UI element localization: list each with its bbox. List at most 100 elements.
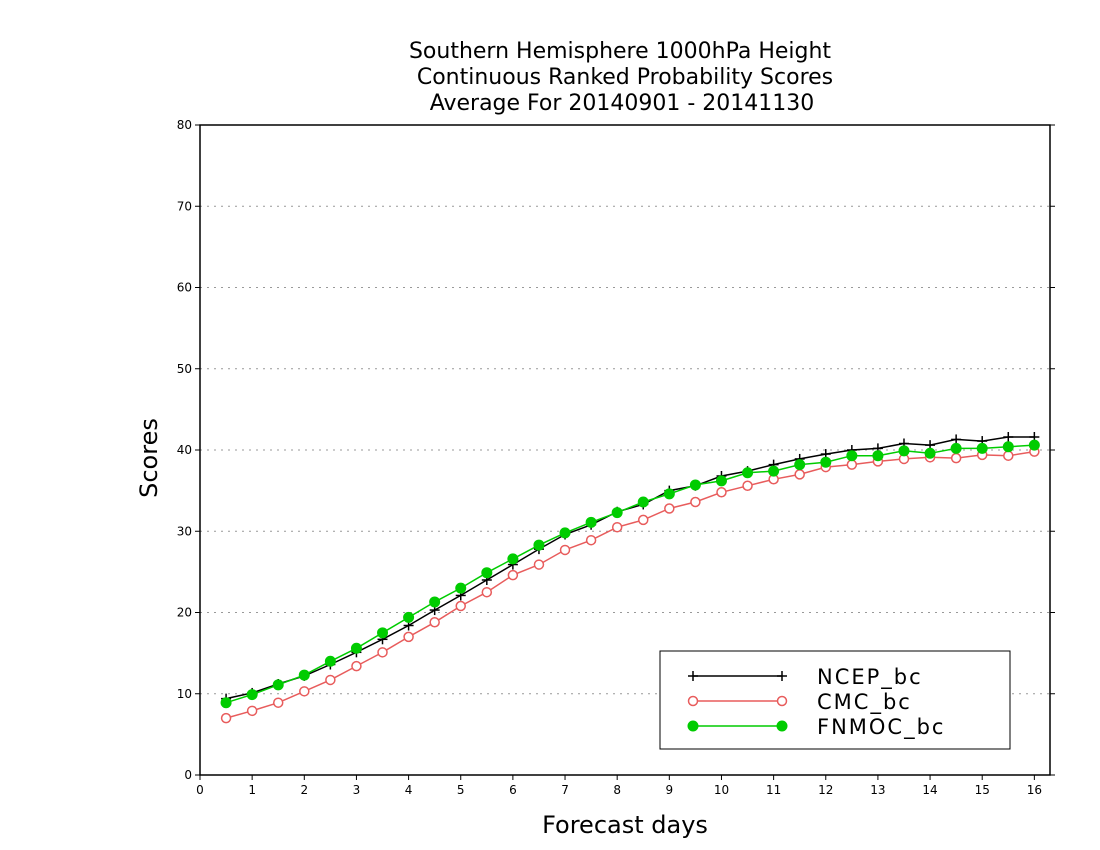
- x-tick-label: 0: [196, 783, 204, 797]
- x-tick-label: 7: [561, 783, 569, 797]
- legend-item-CMC_bc: CMC_bc: [687, 690, 912, 715]
- data-point-FNMOC_bc: [403, 611, 415, 623]
- data-point-CMC_bc: [794, 469, 805, 480]
- x-tick-label: 11: [766, 783, 781, 797]
- y-tick-label: 60: [177, 281, 192, 295]
- y-tick-label: 0: [184, 768, 192, 782]
- data-point-FNMOC_bc: [715, 475, 727, 487]
- data-point-FNMOC_bc: [350, 642, 362, 654]
- data-point-CMC_bc: [950, 452, 962, 464]
- data-point-FNMOC_bc: [272, 679, 284, 691]
- title-line-3: Average For 20140901 - 20141130: [430, 91, 815, 116]
- data-point-FNMOC_bc: [1028, 439, 1040, 451]
- series-layer: [220, 432, 1040, 724]
- data-point-FNMOC_bc: [872, 450, 884, 462]
- data-point-NCEP_bc: [1003, 432, 1014, 442]
- data-point-CMC_bc: [507, 569, 519, 581]
- data-point-NCEP_bc: [951, 434, 962, 445]
- data-point-FNMOC_bc: [429, 596, 441, 608]
- data-point-FNMOC_bc: [898, 445, 910, 457]
- data-point-CMC_bc: [664, 503, 675, 514]
- data-point-FNMOC_bc: [950, 442, 962, 454]
- legend-marker-start: [687, 695, 699, 707]
- data-point-CMC_bc: [481, 586, 493, 598]
- legend-marker-end: [776, 695, 788, 707]
- data-point-FNMOC_bc: [742, 467, 754, 479]
- legend-label: CMC_bc: [817, 690, 912, 715]
- data-point-FNMOC_bc: [846, 450, 858, 462]
- title-line-2: Continuous Ranked Probability Scores: [417, 65, 833, 90]
- data-point-CMC_bc: [299, 686, 310, 697]
- data-point-FNMOC_bc: [533, 539, 545, 551]
- x-tick-label: 8: [613, 783, 621, 797]
- series-CMC_bc: [220, 446, 1040, 724]
- x-tick-label: 2: [300, 783, 308, 797]
- legend-marker-start: [687, 720, 699, 732]
- title-line-1: Southern Hemisphere 1000hPa Height: [409, 39, 831, 64]
- data-point-CMC_bc: [690, 496, 701, 508]
- data-point-CMC_bc: [559, 544, 571, 556]
- data-point-FNMOC_bc: [585, 516, 597, 528]
- data-point-CMC_bc: [220, 712, 232, 724]
- data-point-CMC_bc: [429, 617, 440, 628]
- y-tick-label: 30: [177, 524, 192, 538]
- data-point-FNMOC_bc: [559, 527, 571, 539]
- data-point-CMC_bc: [325, 674, 336, 686]
- legend-label: FNMOC_bc: [817, 715, 945, 740]
- x-tick-label: 6: [509, 783, 517, 797]
- legend-box: [659, 650, 1011, 750]
- y-tick-label: 50: [177, 362, 192, 376]
- data-point-FNMOC_bc: [768, 465, 780, 477]
- gridlines: [200, 205, 1050, 695]
- data-point-FNMOC_bc: [481, 567, 493, 579]
- legend-label: NCEP_bc: [817, 665, 923, 690]
- data-point-FNMOC_bc: [455, 582, 467, 594]
- legend-item-NCEP_bc: NCEP_bc: [688, 665, 923, 690]
- x-tick-label: 14: [922, 783, 937, 797]
- data-point-FNMOC_bc: [377, 627, 389, 639]
- data-point-CMC_bc: [611, 521, 623, 533]
- data-point-FNMOC_bc: [794, 459, 806, 471]
- data-point-CMC_bc: [1003, 450, 1014, 461]
- y-tick-label: 10: [177, 687, 192, 701]
- y-tick-label: 70: [177, 199, 192, 213]
- x-tick-label: 10: [714, 783, 729, 797]
- data-point-CMC_bc: [377, 647, 388, 658]
- data-point-FNMOC_bc: [820, 456, 832, 468]
- legend-marker-end: [776, 720, 788, 732]
- chart-title: Southern Hemisphere 1000hPa Height Conti…: [409, 39, 833, 116]
- data-point-CMC_bc: [846, 459, 858, 470]
- data-point-FNMOC_bc: [611, 507, 623, 519]
- data-point-CMC_bc: [585, 534, 597, 546]
- x-tick-label: 4: [405, 783, 413, 797]
- data-point-CMC_bc: [272, 697, 284, 708]
- data-point-FNMOC_bc: [298, 669, 310, 681]
- data-point-FNMOC_bc: [689, 479, 701, 491]
- x-tick-label: 13: [870, 783, 885, 797]
- data-point-CMC_bc: [716, 487, 727, 498]
- data-point-CMC_bc: [638, 514, 649, 526]
- x-tick-label: 1: [248, 783, 256, 797]
- x-tick-label: 3: [353, 783, 361, 797]
- x-tick-label: 16: [1027, 783, 1042, 797]
- series-FNMOC_bc: [220, 439, 1040, 709]
- data-point-CMC_bc: [533, 559, 545, 570]
- data-point-FNMOC_bc: [1002, 441, 1014, 453]
- data-point-FNMOC_bc: [637, 496, 649, 508]
- data-point-CMC_bc: [742, 480, 753, 491]
- legend-marker-start: [688, 671, 698, 681]
- data-point-CMC_bc: [246, 705, 258, 717]
- legend-marker-end: [777, 671, 787, 681]
- data-point-CMC_bc: [403, 631, 414, 643]
- data-point-FNMOC_bc: [976, 442, 988, 454]
- x-tick-label: 15: [975, 783, 990, 797]
- data-point-CMC_bc: [351, 660, 362, 672]
- data-point-FNMOC_bc: [663, 488, 675, 500]
- y-tick-label: 80: [177, 118, 192, 132]
- data-point-FNMOC_bc: [324, 655, 336, 667]
- y-axis-label: Scores: [135, 418, 163, 498]
- legend-item-FNMOC_bc: FNMOC_bc: [687, 715, 945, 740]
